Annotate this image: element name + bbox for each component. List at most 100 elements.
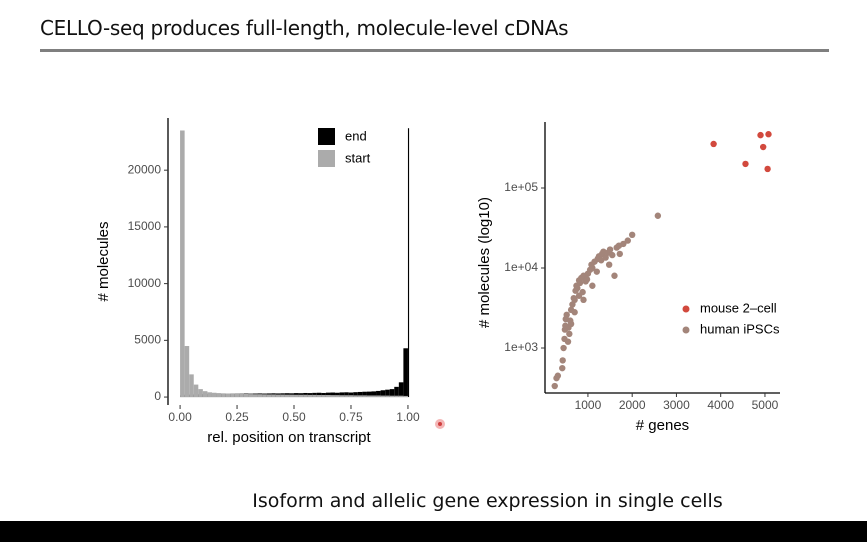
x-axis-label: # genes bbox=[636, 417, 689, 434]
y-tick-label: 10000 bbox=[128, 276, 162, 290]
histogram-bar bbox=[234, 393, 240, 398]
scatter-point bbox=[611, 272, 618, 279]
histogram-bar bbox=[294, 394, 299, 398]
legend-label: mouse 2–cell bbox=[700, 300, 777, 315]
x-tick-label: 0.00 bbox=[168, 410, 192, 424]
x-tick-label: 1.00 bbox=[396, 410, 420, 424]
histogram-bar bbox=[376, 390, 381, 398]
scatter-point bbox=[765, 131, 772, 138]
scatter-point bbox=[624, 237, 631, 244]
histogram-bar bbox=[252, 394, 258, 398]
histogram-bar bbox=[353, 395, 358, 398]
histogram-bar bbox=[380, 395, 386, 398]
scatter-point bbox=[602, 254, 609, 261]
x-tick-label: 1000 bbox=[575, 398, 602, 412]
slide-caption: Isoform and allelic gene expression in s… bbox=[252, 490, 723, 512]
scatter-point bbox=[571, 296, 578, 304]
scatter-point bbox=[551, 382, 558, 390]
histogram-bar bbox=[216, 393, 222, 398]
scatter-point bbox=[759, 143, 767, 151]
histogram-bar bbox=[348, 392, 354, 398]
scatter-point bbox=[589, 264, 596, 272]
histogram-bar bbox=[394, 386, 399, 398]
histogram-bar bbox=[280, 394, 285, 398]
scatter-point bbox=[606, 246, 614, 253]
y-tick-label: 20000 bbox=[128, 162, 162, 176]
histogram-bar bbox=[362, 391, 367, 398]
histogram-bar bbox=[403, 395, 408, 398]
histogram-bar bbox=[330, 395, 336, 398]
x-tick-label: 0.75 bbox=[339, 410, 363, 424]
histogram-bar bbox=[316, 392, 322, 398]
histogram-bar bbox=[321, 395, 326, 398]
histogram-bar bbox=[262, 394, 267, 398]
histogram-bar bbox=[266, 394, 272, 398]
scatter-point bbox=[742, 160, 749, 168]
histogram-bar bbox=[307, 394, 313, 398]
y-tick-label: 0 bbox=[154, 389, 161, 403]
x-tick-label: 0.50 bbox=[282, 410, 306, 424]
scatter-point bbox=[571, 309, 578, 316]
scatter-point bbox=[583, 276, 591, 283]
x-tick-label: 5000 bbox=[752, 398, 779, 412]
histogram-bar bbox=[207, 392, 212, 398]
histogram-bar bbox=[298, 394, 304, 398]
histogram-bar bbox=[385, 389, 390, 398]
histogram-bar bbox=[325, 395, 331, 398]
x-tick-label: 2000 bbox=[619, 398, 646, 412]
y-tick-label: 15000 bbox=[128, 219, 162, 233]
x-tick-label: 0.25 bbox=[225, 410, 249, 424]
histogram-bar bbox=[335, 395, 340, 398]
histogram-bar bbox=[284, 394, 290, 398]
histogram-bar bbox=[202, 391, 208, 398]
legend-key bbox=[682, 305, 690, 313]
histogram-bar bbox=[357, 395, 363, 398]
histogram-bar bbox=[344, 395, 349, 398]
scatter-point bbox=[576, 279, 584, 287]
scatter-point bbox=[620, 240, 627, 248]
histogram-bar bbox=[330, 392, 336, 398]
scatter-point bbox=[609, 251, 616, 259]
bottom-bar bbox=[0, 521, 867, 542]
histogram-bar bbox=[189, 374, 194, 398]
histogram-bar bbox=[371, 395, 377, 398]
scatter-point bbox=[566, 330, 573, 338]
histogram-bar bbox=[385, 395, 390, 398]
pointer-dot bbox=[438, 422, 442, 426]
scatter-point bbox=[564, 338, 572, 345]
histogram-bar bbox=[312, 394, 317, 398]
histogram-bar bbox=[362, 395, 367, 398]
x-tick-label: 4000 bbox=[707, 398, 734, 412]
histogram-bar bbox=[289, 394, 295, 398]
legend-label: end bbox=[345, 128, 367, 143]
scatter-point bbox=[654, 212, 662, 219]
scatter-point bbox=[757, 131, 764, 139]
histogram-bar bbox=[239, 393, 244, 398]
histogram-bar bbox=[380, 390, 386, 398]
histogram-bar bbox=[257, 394, 263, 398]
histogram-bar bbox=[335, 392, 340, 398]
scatter-point bbox=[589, 282, 596, 289]
scatter-point bbox=[710, 140, 717, 148]
legend-key bbox=[682, 326, 690, 334]
legend-label: human iPSCs bbox=[700, 321, 780, 336]
legend-key bbox=[318, 128, 335, 145]
y-axis-label: # molecules bbox=[95, 221, 112, 301]
histogram-bar bbox=[353, 392, 358, 398]
histogram-bar bbox=[407, 128, 410, 398]
histogram-bar bbox=[303, 394, 308, 398]
histogram-bar bbox=[221, 393, 226, 398]
histogram-bar bbox=[371, 391, 377, 398]
histogram-bar bbox=[366, 391, 372, 398]
histogram-bar bbox=[398, 395, 404, 398]
histogram-bar bbox=[348, 395, 354, 398]
histogram-bar bbox=[366, 395, 372, 398]
scatter-point bbox=[559, 364, 566, 372]
y-tick-label: 5000 bbox=[134, 333, 161, 347]
histogram-bar bbox=[225, 393, 231, 398]
y-axis-label: # molecules (log10) bbox=[476, 197, 493, 328]
scatter-point bbox=[560, 344, 567, 352]
slide-title: CELLO-seq produces full-length, molecule… bbox=[40, 16, 569, 40]
y-tick-label: 1e+03 bbox=[504, 340, 538, 354]
